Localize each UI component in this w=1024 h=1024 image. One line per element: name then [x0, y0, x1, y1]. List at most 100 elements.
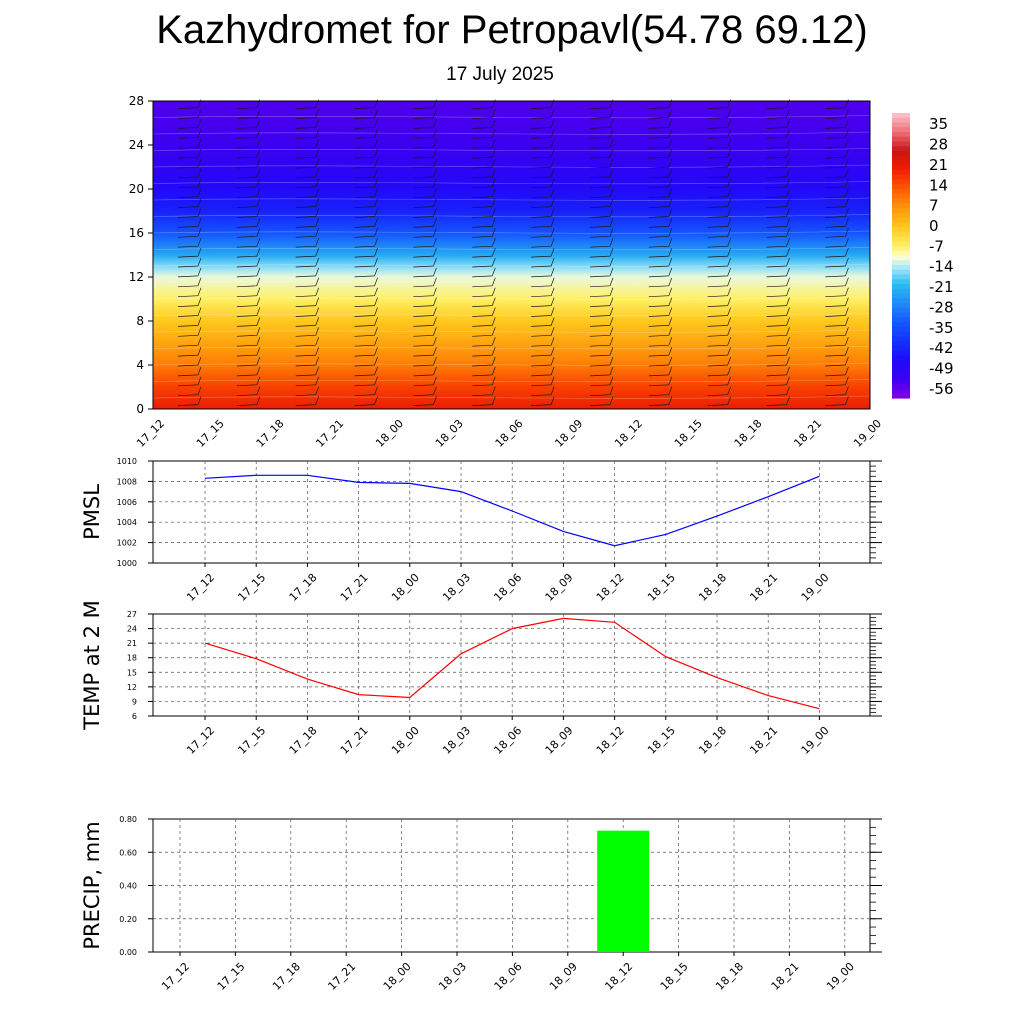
y-tick-label: 6 [132, 712, 137, 721]
x-tick-label: 18_03 [433, 417, 466, 450]
x-tick-label: 17_21 [338, 724, 371, 757]
contour-line [152, 329, 871, 333]
wind-barb [472, 317, 496, 327]
wind-barb [177, 99, 202, 109]
wind-barb [766, 148, 790, 159]
wind-barb [825, 109, 849, 119]
wind-barb [707, 158, 732, 169]
colorbar-label: -14 [929, 258, 954, 276]
colorbar-swatch [892, 303, 910, 309]
wind-barb [236, 287, 261, 298]
x-tick-label: 17_18 [254, 417, 287, 450]
wind-barb [295, 148, 320, 159]
wind-barb [295, 129, 320, 139]
wind-barb [354, 109, 378, 119]
wind-barb [295, 297, 320, 307]
wind-barb [177, 287, 202, 298]
wind-barb [177, 267, 202, 278]
wind-barb [531, 139, 555, 149]
wind-barb [354, 129, 378, 139]
wind-barb [531, 366, 555, 377]
wind-barb [531, 148, 555, 159]
wind-barb [236, 168, 261, 179]
colorbar-label: -21 [929, 278, 954, 296]
wind-barb [295, 277, 320, 288]
x-tick-label: 17_21 [338, 571, 371, 604]
colorbar-swatch [892, 255, 910, 261]
wind-barb [354, 168, 378, 179]
wind-barb [531, 208, 555, 218]
colorbar-swatch [892, 170, 910, 176]
colorbar-swatch [892, 284, 910, 290]
wind-barb [648, 119, 673, 129]
wind-barb [236, 218, 261, 228]
wind-barb [589, 346, 614, 357]
wind-barb [531, 267, 555, 278]
wind-barb [531, 317, 555, 327]
wind-barb [472, 139, 496, 149]
wind-barb [648, 168, 673, 179]
x-tick-label: 18_03 [440, 724, 473, 757]
wind-barb [177, 307, 202, 317]
wind-barb [589, 317, 614, 327]
contour-line [152, 115, 871, 119]
wind-barb [825, 247, 849, 258]
colorbar-swatch [892, 136, 910, 143]
wind-barb [589, 277, 614, 288]
wind-barb [354, 198, 378, 208]
x-tick-label: 18_00 [389, 571, 422, 604]
wind-barb [766, 129, 790, 139]
wind-barb [354, 228, 378, 238]
wind-barb [295, 208, 320, 218]
wind-barb [531, 129, 555, 139]
wind-barb [354, 119, 378, 129]
wind-barb [825, 198, 849, 208]
wind-barb [236, 99, 261, 109]
wind-barb [413, 307, 437, 317]
wind-barb [589, 178, 614, 189]
wind-barb [236, 247, 261, 258]
colorbar-swatch [892, 307, 910, 314]
wind-barb [236, 396, 261, 406]
x-tick-label: 17_18 [270, 960, 303, 993]
colorbar-swatch [892, 193, 910, 200]
wind-barb [825, 148, 849, 159]
wind-barb [413, 148, 437, 159]
y-tick-label: 1000 [117, 559, 137, 568]
wind-barb [648, 356, 673, 367]
colorbar-swatch [892, 360, 910, 366]
wind-barb [354, 139, 378, 149]
wind-barb [766, 307, 790, 317]
wind-barb [413, 396, 437, 406]
wind-barb [707, 218, 732, 228]
wind-barb [648, 228, 673, 238]
wind-barb [413, 168, 437, 179]
wind-barb [531, 376, 555, 387]
wind-barb [825, 129, 849, 139]
contour-line [152, 362, 871, 366]
wind-barb [354, 297, 378, 307]
colorbar-swatch [892, 350, 910, 356]
colorbar-label: 14 [929, 176, 948, 194]
wind-barb [707, 139, 732, 149]
wind-barb [354, 218, 378, 228]
x-tick-label: 18_21 [747, 571, 780, 604]
wind-barb [472, 337, 496, 347]
x-tick-label: 18_18 [713, 960, 746, 993]
colorbar-label: 0 [929, 217, 939, 235]
wind-barb [589, 307, 614, 317]
wind-barb [589, 139, 614, 149]
x-tick-label: 18_00 [373, 417, 406, 450]
wind-barb [766, 208, 790, 218]
wind-barb [413, 119, 437, 129]
wind-barb [707, 198, 732, 208]
wind-barb [413, 218, 437, 228]
wind-barb [531, 238, 555, 248]
wind-barb [472, 188, 496, 199]
wind-barb [236, 366, 261, 377]
wind-barb [531, 396, 555, 406]
colorbar-swatch [892, 260, 910, 266]
colorbar-swatch [892, 113, 910, 119]
wind-barb [354, 346, 378, 357]
colorbar-swatch [892, 293, 910, 299]
